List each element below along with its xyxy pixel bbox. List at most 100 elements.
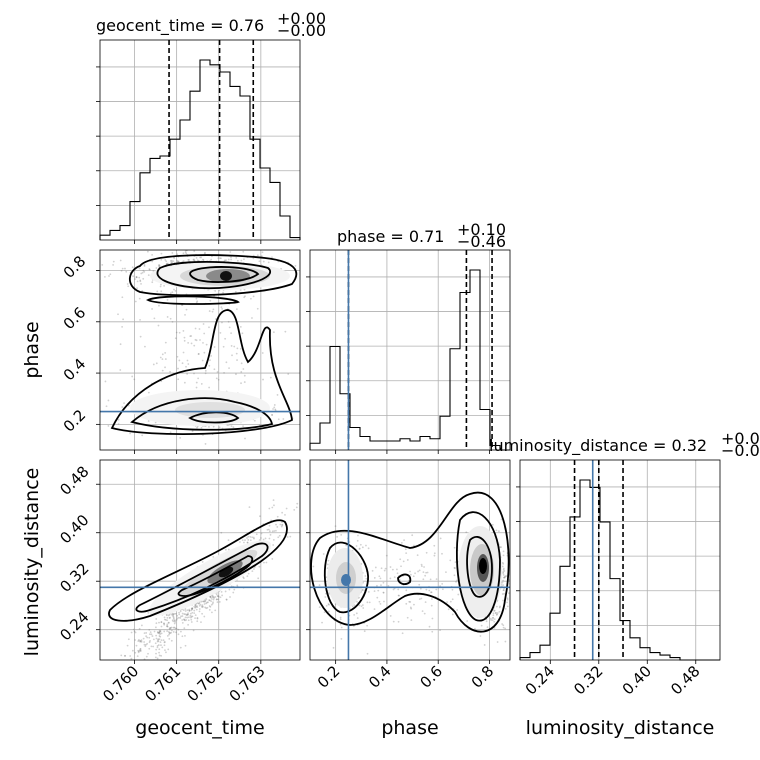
sample-point [413, 603, 415, 606]
sample-point [177, 628, 180, 631]
sample-point [225, 598, 228, 601]
sample-point [106, 681, 108, 683]
sample-point [351, 462, 353, 464]
sample-point [134, 300, 137, 303]
sample-point [353, 604, 356, 607]
sample-point [170, 259, 173, 262]
sample-point [261, 352, 264, 354]
sample-point [273, 530, 276, 532]
sample-point [212, 555, 215, 558]
sample-point [240, 382, 242, 385]
sample-point [327, 559, 330, 562]
sample-point [130, 631, 133, 634]
sample-point [205, 602, 208, 605]
sample-point [138, 297, 141, 300]
sample-point [410, 607, 413, 610]
sample-point [391, 568, 394, 571]
sample-point [195, 256, 198, 259]
sample-point [182, 351, 185, 354]
sample-point [148, 633, 151, 636]
sample-point [187, 613, 189, 616]
sample-point [210, 258, 213, 261]
sample-point [199, 603, 202, 606]
sample-point [396, 572, 399, 575]
sample-point [502, 573, 505, 576]
sample-point [173, 612, 176, 615]
sample-point [425, 551, 428, 554]
sample-point [185, 365, 187, 368]
sample-point [424, 601, 427, 604]
sample-point [227, 258, 230, 261]
sample-point [191, 611, 194, 614]
sample-point [165, 614, 168, 617]
sample-point [184, 251, 187, 254]
sample-point [414, 572, 416, 575]
sample-point [204, 606, 207, 609]
sample-point [497, 530, 500, 533]
sample-point [177, 378, 180, 381]
sample-point [235, 308, 238, 310]
sample-point [365, 577, 368, 580]
sample-point [281, 524, 284, 527]
sample-point [201, 604, 204, 607]
sample-point [163, 623, 166, 626]
sample-point [200, 256, 203, 259]
sample-point [139, 648, 142, 650]
sample-point [216, 595, 219, 598]
sample-point [148, 268, 151, 270]
sample-point [200, 621, 202, 624]
sample-point [351, 605, 354, 608]
histogram-step [309, 269, 510, 451]
ticklabel-x: 0.48 [667, 662, 703, 698]
sample-point [132, 275, 135, 278]
sample-point [236, 347, 239, 350]
sample-point [171, 614, 174, 617]
sample-point [157, 631, 160, 634]
sample-point [357, 534, 359, 537]
sample-point [502, 599, 504, 602]
sample-point [504, 627, 507, 630]
sample-point [221, 321, 223, 324]
sample-point [340, 533, 343, 536]
sample-point [142, 637, 145, 640]
sample-point [373, 577, 376, 579]
sample-point [166, 316, 169, 318]
sample-point [506, 597, 509, 600]
sample-point [198, 328, 201, 330]
sample-point [159, 635, 162, 638]
sample-point [101, 263, 104, 266]
sample-point [191, 608, 194, 610]
sample-point [122, 662, 124, 664]
sample-point [184, 634, 186, 637]
sample-point [169, 260, 172, 262]
sample-point [173, 618, 175, 620]
sample-point [135, 644, 138, 647]
sample-point [184, 313, 186, 316]
sample-point [136, 655, 139, 658]
sample-point [246, 541, 249, 544]
sample-point [275, 523, 277, 526]
sample-point [377, 589, 380, 592]
sample-point [136, 280, 139, 283]
sample-point [189, 612, 192, 615]
sample-point [213, 597, 215, 600]
sample-point [139, 649, 142, 652]
sample-point [168, 613, 171, 616]
sample-point [271, 256, 273, 259]
sample-point [159, 630, 162, 633]
xlabel-luminosity-distance: luminosity_distance [526, 717, 715, 739]
sample-point [145, 643, 147, 646]
sample-point [166, 298, 169, 301]
sample-point [140, 641, 143, 643]
sample-point [293, 509, 296, 511]
sample-point [185, 619, 188, 621]
sample-point [457, 593, 460, 596]
sample-point [393, 576, 396, 578]
sample-point [504, 640, 507, 643]
sample-point [258, 260, 261, 263]
sample-point [455, 580, 457, 583]
sample-point [188, 608, 191, 611]
sample-point [209, 359, 211, 362]
sample-point [324, 596, 327, 598]
sample-point [243, 381, 246, 383]
